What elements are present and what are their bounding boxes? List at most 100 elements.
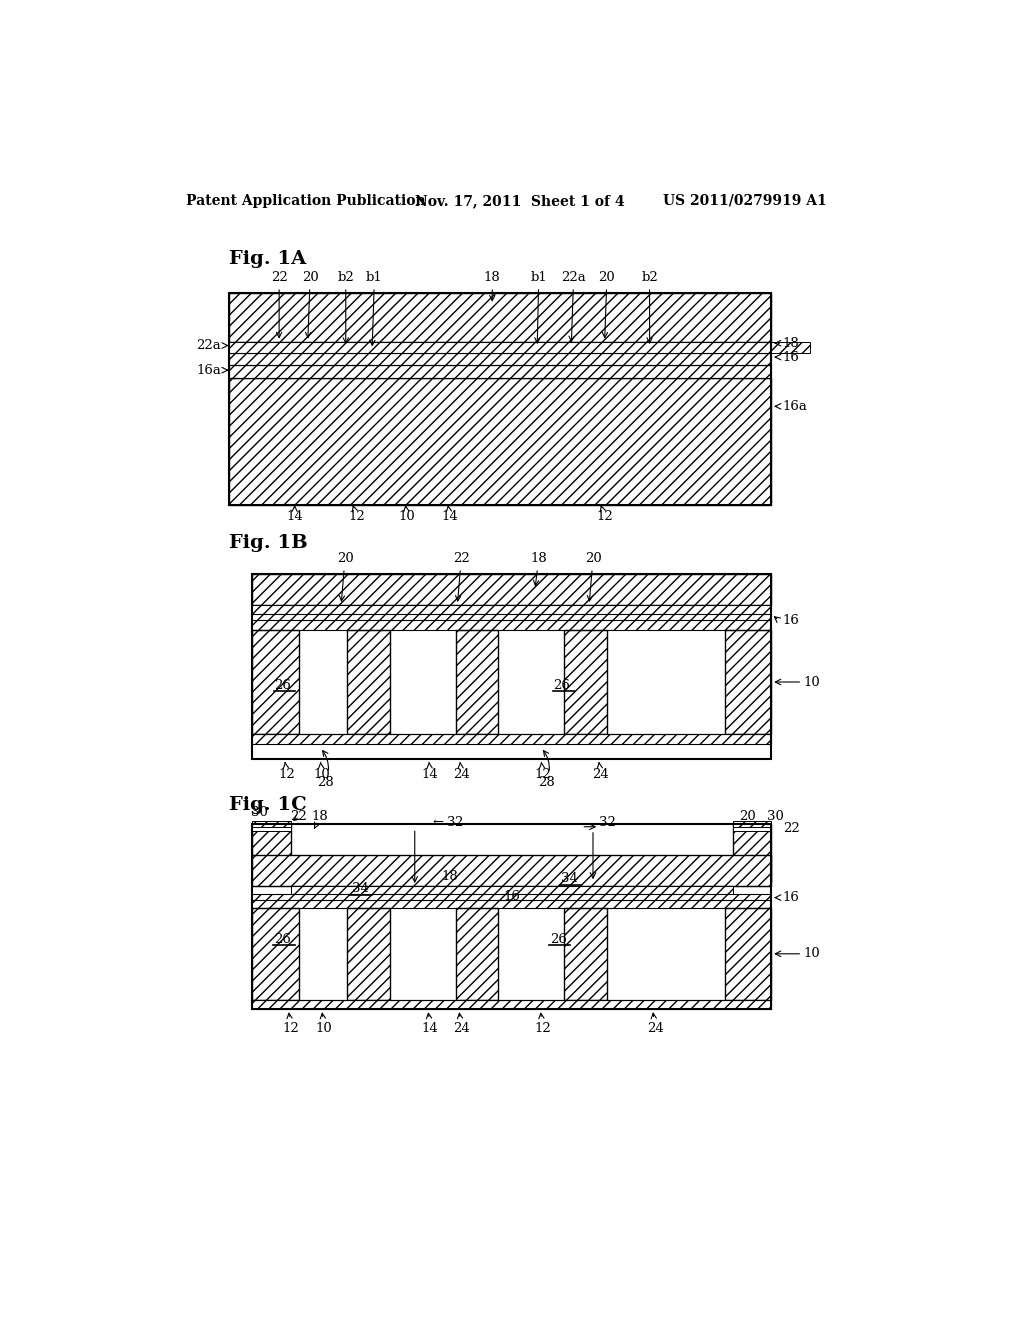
Text: 12: 12: [279, 762, 295, 781]
Text: 10: 10: [804, 676, 820, 689]
Text: 16: 16: [503, 890, 520, 903]
Text: 22: 22: [783, 822, 800, 834]
Bar: [252, 734, 771, 743]
Bar: [564, 908, 607, 1001]
Text: 20: 20: [739, 810, 757, 824]
Bar: [252, 630, 299, 734]
Text: 32: 32: [599, 816, 616, 829]
Bar: [456, 908, 499, 1001]
Text: 24: 24: [453, 762, 470, 781]
Text: 22a: 22a: [561, 271, 586, 342]
Text: 28: 28: [539, 751, 555, 788]
Text: b1: b1: [530, 271, 547, 343]
Bar: [228, 342, 771, 354]
Bar: [228, 293, 771, 342]
Text: 12: 12: [535, 762, 551, 781]
Text: 12: 12: [535, 1014, 551, 1035]
Text: 16: 16: [783, 891, 800, 904]
Bar: [252, 574, 771, 605]
Bar: [252, 1001, 771, 1010]
Text: 34: 34: [561, 871, 579, 884]
Bar: [228, 354, 771, 364]
Bar: [725, 908, 771, 1001]
Text: 18: 18: [312, 810, 329, 829]
Bar: [252, 900, 771, 908]
Bar: [456, 630, 499, 734]
Text: 18: 18: [530, 552, 547, 586]
Bar: [252, 821, 291, 826]
Bar: [725, 630, 771, 734]
Text: 16a: 16a: [783, 400, 808, 413]
Text: Fig. 1C: Fig. 1C: [228, 796, 306, 814]
Text: 24: 24: [592, 762, 609, 781]
Text: Nov. 17, 2011  Sheet 1 of 4: Nov. 17, 2011 Sheet 1 of 4: [415, 194, 625, 207]
Text: 26: 26: [274, 933, 292, 946]
Bar: [252, 825, 291, 882]
Text: 24: 24: [646, 1014, 664, 1035]
Text: 20: 20: [337, 552, 353, 601]
Text: 26: 26: [274, 680, 292, 693]
Text: 18: 18: [484, 271, 501, 301]
Text: 10: 10: [315, 1014, 333, 1035]
Bar: [347, 908, 390, 1001]
Text: 14: 14: [441, 506, 458, 523]
Text: 26: 26: [554, 680, 570, 693]
Text: 22: 22: [290, 810, 307, 824]
Bar: [732, 826, 771, 830]
Text: 16a: 16a: [197, 363, 221, 376]
Text: Fig. 1B: Fig. 1B: [228, 535, 307, 552]
Text: 26: 26: [550, 933, 566, 946]
Bar: [228, 293, 771, 506]
Bar: [252, 620, 771, 630]
Bar: [252, 826, 291, 830]
Text: 22: 22: [453, 552, 470, 601]
Bar: [252, 908, 299, 1001]
Bar: [539, 342, 628, 354]
Text: 10: 10: [313, 762, 330, 781]
Text: 34: 34: [352, 882, 369, 895]
Bar: [252, 614, 771, 620]
Text: 10: 10: [804, 948, 820, 961]
Text: 16: 16: [783, 351, 800, 363]
Bar: [732, 821, 771, 826]
Text: 20: 20: [302, 271, 318, 338]
Text: 20: 20: [599, 271, 615, 338]
Bar: [330, 342, 430, 354]
Text: 28: 28: [317, 751, 334, 788]
Text: Fig. 1A: Fig. 1A: [228, 249, 306, 268]
Bar: [564, 630, 607, 734]
Text: 24: 24: [453, 1014, 470, 1035]
Bar: [228, 342, 315, 354]
Bar: [228, 378, 771, 506]
Text: 10: 10: [398, 506, 416, 523]
Bar: [645, 342, 732, 354]
Text: b2: b2: [337, 271, 354, 343]
Bar: [252, 894, 771, 900]
Text: b2: b2: [641, 271, 658, 343]
Bar: [252, 855, 771, 886]
Bar: [252, 574, 771, 759]
Text: $\mathregular{\leftarrow}$32: $\mathregular{\leftarrow}$32: [430, 816, 464, 829]
Bar: [291, 886, 732, 894]
Text: 30: 30: [251, 807, 268, 820]
Text: 22a: 22a: [197, 339, 221, 352]
Bar: [732, 825, 771, 882]
Text: 14: 14: [422, 1014, 438, 1035]
Text: US 2011/0279919 A1: US 2011/0279919 A1: [663, 194, 826, 207]
Text: 20: 20: [585, 552, 601, 601]
Text: 12: 12: [283, 1014, 299, 1035]
Text: 18: 18: [441, 870, 458, 883]
Text: b1: b1: [366, 271, 383, 346]
Bar: [228, 364, 771, 378]
Text: 12: 12: [348, 506, 365, 523]
Bar: [347, 630, 390, 734]
Bar: [252, 605, 771, 614]
Text: 14: 14: [287, 506, 303, 523]
Text: Patent Application Publication: Patent Application Publication: [186, 194, 426, 207]
Text: 22: 22: [270, 271, 288, 338]
Bar: [742, 342, 810, 354]
Text: 30: 30: [767, 810, 784, 824]
Text: 16: 16: [783, 614, 800, 627]
Bar: [449, 342, 525, 354]
Text: 14: 14: [422, 762, 438, 781]
